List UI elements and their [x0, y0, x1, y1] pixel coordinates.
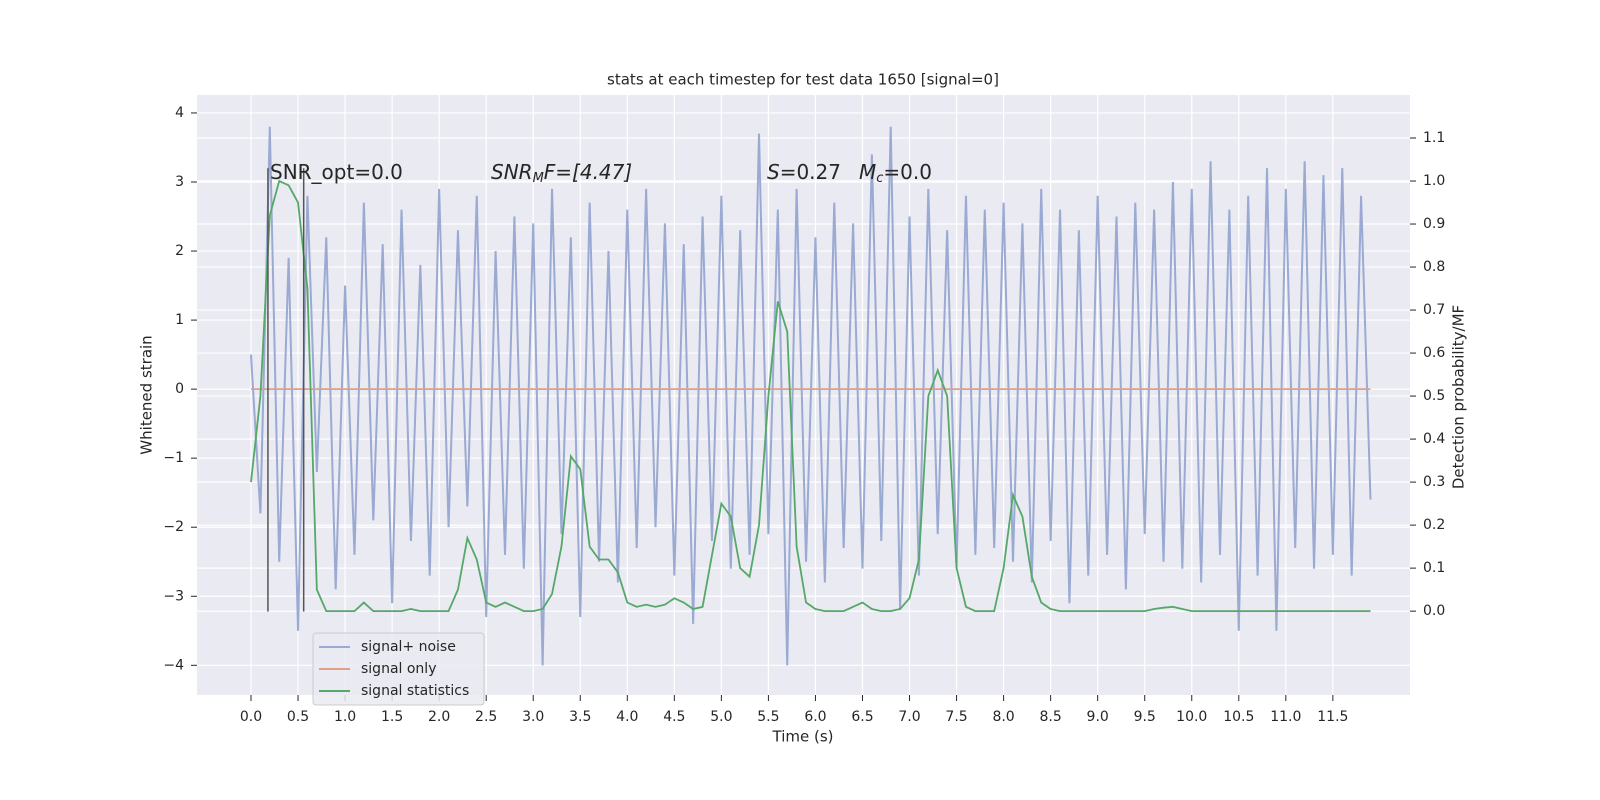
legend-label: signal statistics — [361, 683, 469, 699]
y2-tick-label: 0.4 — [1423, 431, 1445, 447]
x-tick-label: 5.0 — [710, 709, 732, 725]
series-line — [250, 179, 1371, 613]
y-tick-label: −3 — [163, 588, 184, 604]
x-tick-label: 11.5 — [1317, 709, 1348, 725]
x-tick-label: 0.5 — [287, 709, 309, 725]
y-tick-label: −1 — [163, 450, 184, 466]
y2-tick-label: 0.9 — [1423, 216, 1445, 232]
y2-tick-label: 0.7 — [1423, 302, 1445, 318]
annotation-part: M — [533, 171, 544, 186]
x-tick-label: 3.5 — [569, 709, 591, 725]
y-tick-label: 0 — [175, 381, 184, 397]
y2-tick-label: 0.6 — [1423, 345, 1445, 361]
y-tick-label: 2 — [175, 243, 184, 259]
annotation-part: c — [876, 171, 883, 186]
annotation-part: SNR_opt=0.0 — [270, 160, 403, 184]
x-tick-label: 3.0 — [522, 709, 544, 725]
x-axis-label: Time (s) — [772, 728, 834, 746]
y-tick-label: −4 — [163, 657, 184, 673]
y2-tick-label: 1.1 — [1423, 130, 1445, 146]
y2-tick-label: 0.0 — [1423, 603, 1445, 619]
x-tick-label: 10.5 — [1223, 709, 1254, 725]
x-tick-label: 9.5 — [1134, 709, 1156, 725]
y2-tick-label: 0.3 — [1423, 474, 1445, 490]
x-tick-label: 11.0 — [1270, 709, 1301, 725]
annotation-part: M — [859, 160, 876, 184]
annotation-part: =0.0 — [883, 160, 932, 184]
annotation-part: S — [767, 160, 780, 184]
x-tick-label: 6.0 — [804, 709, 826, 725]
x-tick-label: 6.5 — [851, 709, 873, 725]
x-tick-label: 8.0 — [992, 709, 1014, 725]
x-tick-label: 8.5 — [1040, 709, 1062, 725]
legend-box — [312, 632, 485, 706]
x-tick-label: 10.0 — [1176, 709, 1207, 725]
x-tick-label: 7.5 — [945, 709, 967, 725]
y-axis-label: Whitened strain — [138, 335, 156, 454]
series-line — [250, 126, 1372, 666]
legend-label: signal only — [361, 661, 436, 677]
annotation-part: =0.27 — [780, 160, 841, 184]
annotation: SNRMF=[4.47] — [491, 160, 632, 186]
y-tick-label: 4 — [175, 105, 184, 121]
x-tick-label: 1.0 — [334, 709, 356, 725]
annotation: S=0.27 — [767, 160, 841, 184]
x-tick-label: 7.0 — [898, 709, 920, 725]
x-tick-label: 1.5 — [381, 709, 403, 725]
annotation: Mc=0.0 — [859, 160, 932, 186]
x-tick-label: 9.0 — [1087, 709, 1109, 725]
plot-area — [197, 95, 1410, 695]
annotation-part: SNR — [491, 160, 533, 184]
y2-tick-label: 0.5 — [1423, 388, 1445, 404]
x-tick-label: 2.5 — [475, 709, 497, 725]
y2-tick-label: 0.8 — [1423, 259, 1445, 275]
y-tick-label: 1 — [175, 312, 184, 328]
x-tick-label: 4.5 — [663, 709, 685, 725]
annotation: SNR_opt=0.0 — [270, 160, 403, 184]
y2-tick-label: 0.1 — [1423, 560, 1445, 576]
annotation-part: F=[4.47] — [544, 160, 632, 184]
y-tick-label: 3 — [175, 174, 184, 190]
x-tick-label: 4.0 — [616, 709, 638, 725]
legend-label: signal+ noise — [361, 639, 456, 655]
y-tick-label: −2 — [163, 519, 184, 535]
x-tick-label: 2.0 — [428, 709, 450, 725]
y2-axis-label: Detection probability/MF — [1450, 305, 1468, 489]
chart-title: stats at each timestep for test data 165… — [607, 71, 999, 89]
x-tick-label: 0.0 — [240, 709, 262, 725]
y2-tick-label: 1.0 — [1423, 173, 1445, 189]
x-tick-label: 5.5 — [757, 709, 779, 725]
y2-tick-label: 0.2 — [1423, 517, 1445, 533]
